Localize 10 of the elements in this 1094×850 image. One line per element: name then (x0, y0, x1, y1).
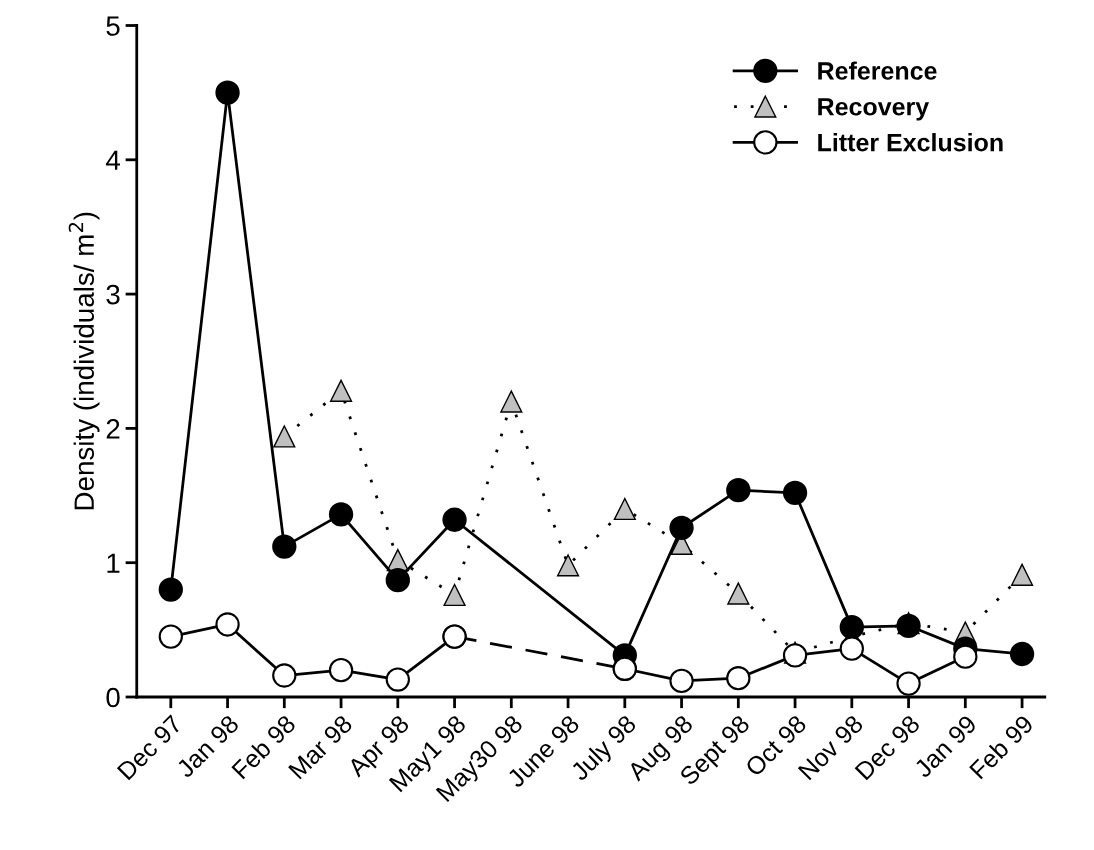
y-tick-label: 3 (106, 284, 120, 305)
y-tick-label: 1 (107, 553, 120, 573)
legend-label: Recovery (818, 98, 930, 121)
y-axis-title: Density (individuals/ m$^{2}$) (68, 212, 100, 510)
y-tick-label: 2 (106, 419, 120, 439)
y-tick-label: 4 (105, 150, 120, 170)
legend-label: Reference (818, 61, 937, 80)
legend-label: Litter Exclusion (818, 133, 1003, 152)
y-tick-label: 5 (106, 16, 120, 36)
y-tick-label: 0 (106, 687, 120, 708)
